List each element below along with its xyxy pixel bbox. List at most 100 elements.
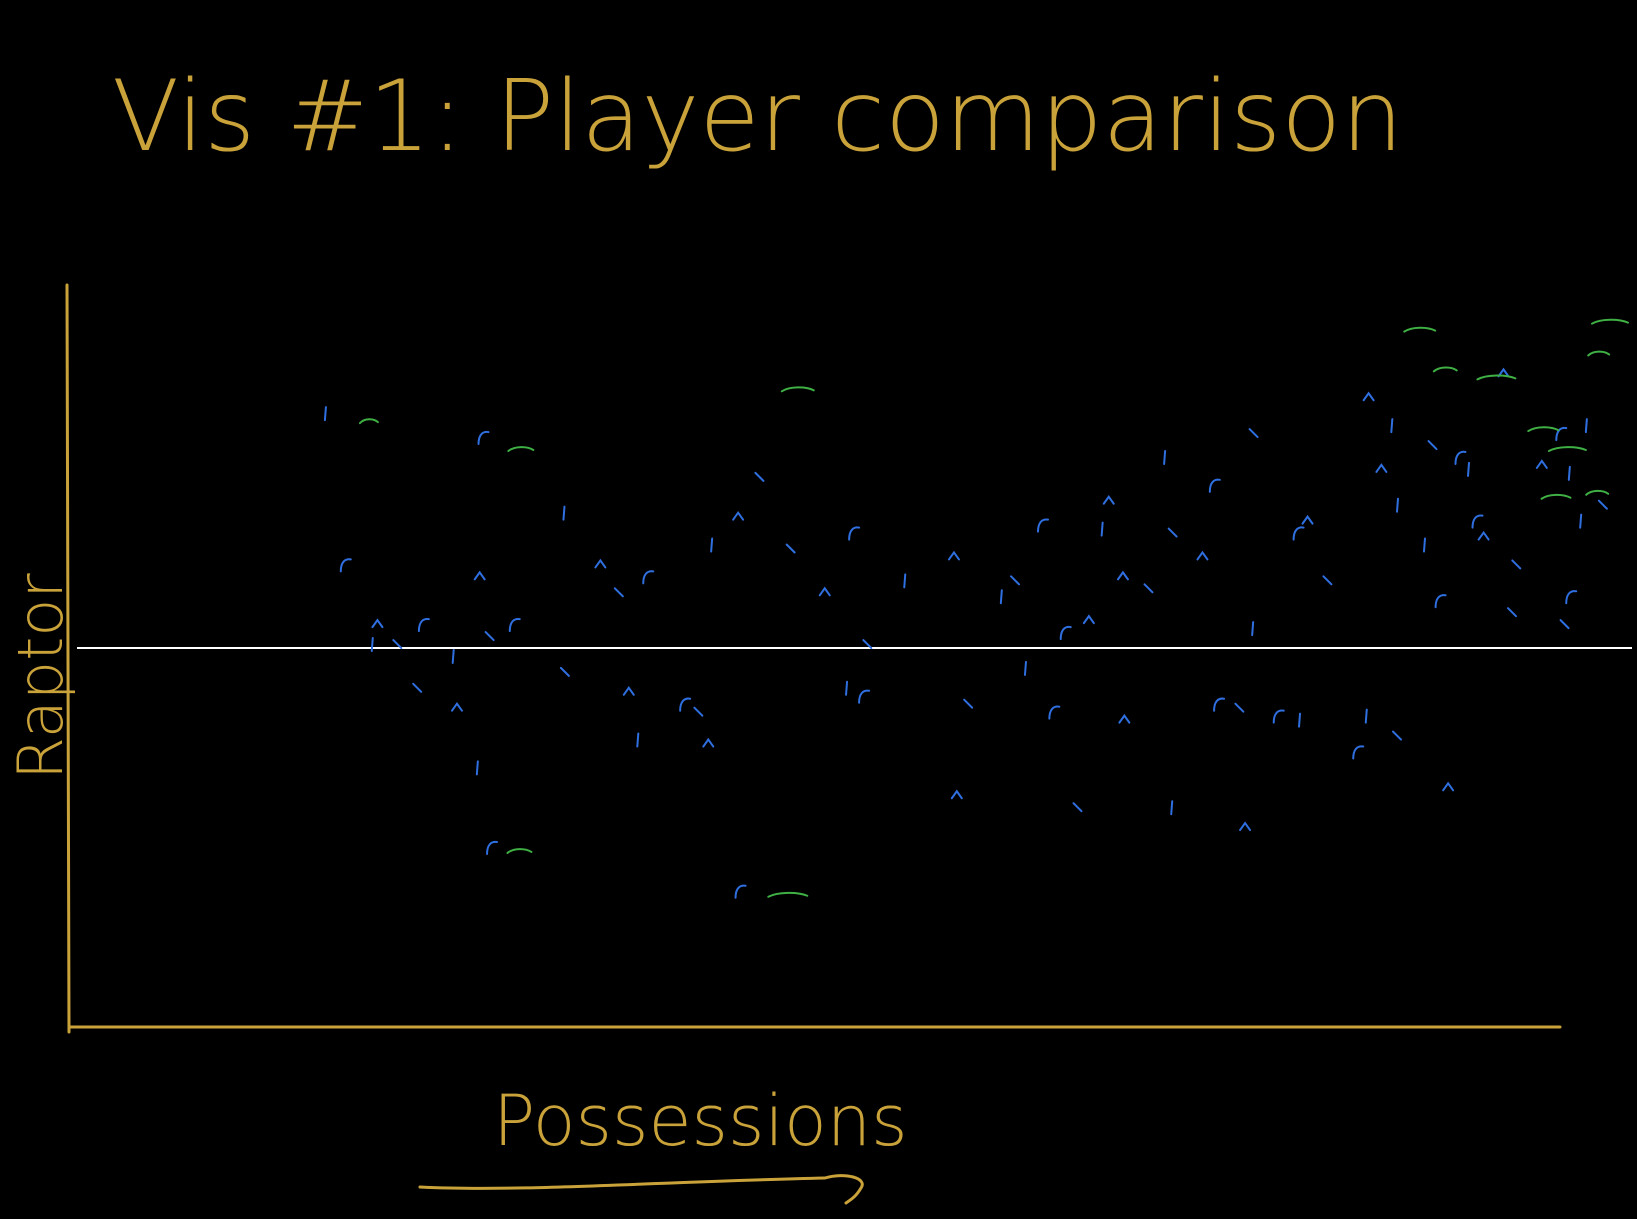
scatter-point-blue-69 [734,884,747,899]
scatter-point-blue-79 [1375,463,1388,473]
y-axis [65,283,71,1034]
chart-title: Vis #1: Player comparison [112,60,1403,174]
scatter-point-blue-42 [412,682,423,693]
scatter-point-green-9 [1547,446,1587,452]
scatter-point-blue-70 [862,639,873,650]
scatter-point-blue-37 [417,617,430,633]
scatter-point-blue-61 [1213,697,1226,712]
scatter-point-blue-83 [1362,391,1375,402]
scatter-point-blue-49 [679,697,692,712]
scatter-point-blue-8 [1390,418,1394,434]
scatter-point-blue-26 [785,543,796,554]
scatter-point-green-3 [767,891,809,898]
scatter-point-blue-23 [947,550,960,561]
scatter-point-blue-32 [562,505,566,521]
scatter-point-blue-1 [477,430,490,446]
scatter-point-blue-73 [1059,625,1072,641]
scatter-point-blue-17 [1292,526,1305,541]
scatter-point-blue-91 [1082,614,1095,625]
scatter-point-blue-71 [818,586,831,597]
scatter-point-blue-90 [1507,607,1518,618]
scatter-point-blue-84 [1579,513,1583,529]
scatter-point-blue-31 [594,558,607,569]
scatter-point-blue-51 [702,737,715,748]
scatter-point-blue-20 [1100,521,1104,537]
scatter-point-blue-5 [1208,478,1221,493]
scatter-point-blue-56 [1023,660,1027,676]
scatter-point-blue-27 [732,510,745,521]
scatter-point-blue-88 [1467,461,1470,477]
scatter-point-blue-67 [1442,781,1455,792]
scatter-point-blue-89 [1434,594,1447,609]
scatter-point-blue-86 [1597,499,1608,510]
scatter-point-blue-63 [1239,821,1252,832]
scatter-point-blue-40 [370,637,374,653]
scatter-point-blue-7 [1301,514,1314,525]
scatter-point-blue-53 [858,689,871,704]
scatter-point-blue-92 [1584,418,1588,434]
scatter-point-blue-78 [1322,575,1333,586]
scatter-point-blue-28 [710,537,714,553]
scatter-point-blue-39 [371,618,384,629]
scatter-point-blue-3 [1102,495,1115,505]
scatter-point-blue-18 [1167,527,1178,538]
scatter-point-blue-19 [1116,570,1129,581]
scatter-point-green-10 [1585,489,1610,496]
scatter-point-blue-2 [754,471,765,482]
scatter-point-blue-30 [613,587,624,598]
scatter-point-blue-52 [845,680,849,696]
scatter-point-green-7 [1432,366,1458,373]
scatter-point-blue-33 [508,617,521,633]
scatter-point-blue-66 [1392,730,1402,741]
scatter-point-blue-47 [622,686,635,696]
scatter-point-blue-6 [1248,428,1259,439]
x-axis-arrow [418,1174,864,1205]
scatter-point-blue-24 [903,573,907,589]
scatter-point-blue-64 [1298,712,1302,728]
scatter-point-blue-48 [636,732,640,748]
scatter-point-blue-10 [1511,559,1522,570]
scatter-point-blue-43 [450,701,463,712]
scatter-point-green-6 [1476,374,1517,381]
scatter-point-blue-14 [1559,619,1570,630]
scatter-point-green-2 [780,386,815,393]
scatter-point-blue-72 [999,589,1003,605]
scatter-point-blue-58 [1072,802,1083,813]
scatter-point-blue-46 [559,666,570,677]
scatter-point-green-0 [358,418,379,425]
scatter-point-blue-59 [1118,713,1131,724]
scatter-point-blue-45 [486,840,499,855]
scatter-point-blue-60 [1170,800,1174,816]
scatter-point-green-1 [507,446,535,452]
scatter-point-blue-29 [642,570,655,585]
scatter-point-blue-38 [392,639,403,650]
scatter-point-blue-13 [1565,590,1578,605]
scatter-point-blue-9 [1454,450,1467,465]
scatter-point-green-12 [1591,318,1629,325]
scatter-point-blue-76 [1251,621,1255,637]
scatter-point-blue-57 [1048,705,1061,720]
scatter-point-blue-82 [1427,440,1438,451]
scatter-point-green-8 [1527,426,1560,433]
scatter-point-blue-44 [475,760,479,776]
scatter-point-blue-87 [1497,367,1510,378]
scatter-point-blue-41 [339,558,352,573]
scatter-point-blue-34 [484,631,495,642]
scatter-point-blue-74 [1143,583,1154,594]
scatter-point-blue-80 [1422,537,1426,553]
scatter-point-blue-50 [693,706,704,717]
y-axis-label: Raptor [4,573,77,780]
scatter-point-green-5 [1403,326,1437,333]
scatter-point-blue-65 [1352,745,1365,760]
scatter-point-blue-15 [1477,530,1490,541]
scatter-point-blue-36 [451,648,455,664]
scatter-point-blue-0 [323,406,327,422]
scatter-point-blue-68 [1364,708,1368,724]
x-axis-label: Possessions [493,1080,908,1162]
scatter-point-green-4 [506,848,533,854]
scatter-point-blue-35 [473,570,486,581]
scatter-point-blue-77 [1272,709,1285,724]
scatter-point-green-13 [1587,350,1611,357]
